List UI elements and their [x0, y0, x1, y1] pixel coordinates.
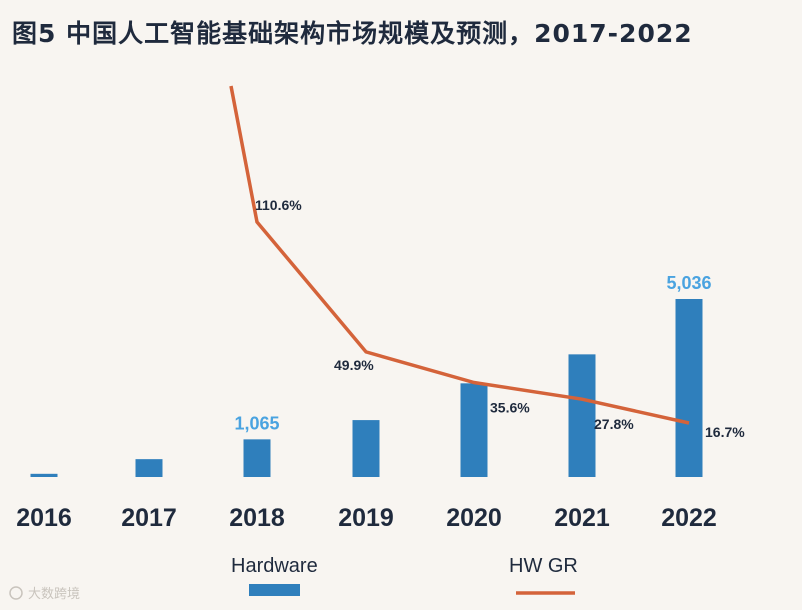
x-tick-2018: 2018	[229, 504, 285, 532]
legend-label-hw-gr: HW GR	[509, 555, 578, 577]
x-tick-2020: 2020	[446, 504, 502, 532]
bar-2022	[675, 299, 703, 477]
chart-title: 图5 中国人工智能基础架构市场规模及预测，2017-2022	[12, 19, 693, 48]
x-tick-2021: 2021	[554, 504, 610, 532]
bar-2018	[243, 439, 271, 477]
bar-2020	[460, 383, 488, 477]
gr-label-2018: 110.6%	[255, 197, 302, 213]
bar-2017	[135, 459, 163, 477]
gr-label-2022: 16.7%	[705, 424, 745, 440]
bar-2021	[568, 354, 596, 477]
x-tick-2017: 2017	[121, 504, 177, 532]
watermark-logo-icon	[9, 586, 23, 600]
watermark: 大数跨境	[9, 586, 80, 602]
gr-label-2020: 35.6%	[490, 400, 530, 416]
bar-2016	[30, 473, 58, 477]
legend-label-hardware: Hardware	[231, 555, 318, 577]
x-tick-2016: 2016	[16, 504, 72, 532]
x-tick-2022: 2022	[661, 504, 717, 532]
bar-label-2018: 1,065	[234, 413, 279, 433]
gr-label-2019: 49.9%	[334, 357, 374, 373]
bar-label-2022: 5,036	[666, 273, 711, 293]
legend-swatch-hardware	[249, 584, 300, 596]
gr-label-2021: 27.8%	[594, 416, 634, 432]
watermark-text: 大数跨境	[28, 587, 80, 602]
hw-gr-line	[229, 85, 690, 425]
x-tick-2019: 2019	[338, 504, 394, 532]
bar-2019	[352, 420, 380, 477]
